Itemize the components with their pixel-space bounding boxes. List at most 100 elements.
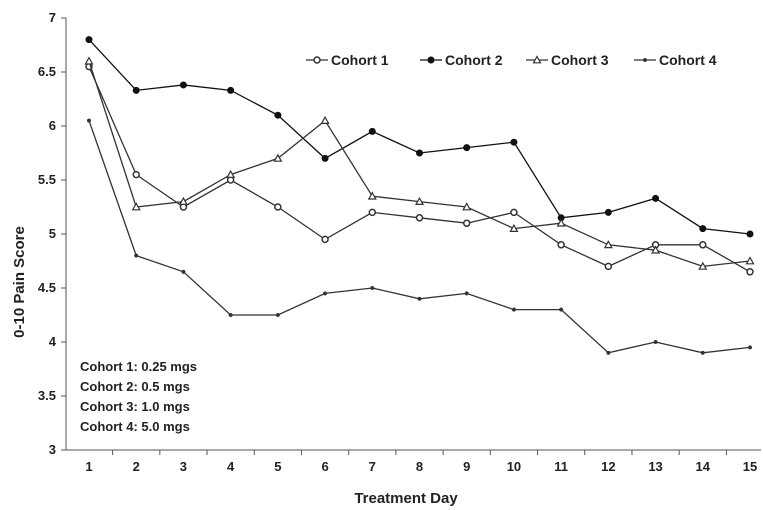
dose-note: Cohort 2: 0.5 mgs xyxy=(80,379,190,394)
series-2 xyxy=(85,36,754,238)
legend-label: Cohort 1 xyxy=(331,52,389,68)
series-4 xyxy=(86,118,753,355)
y-tick-label: 3 xyxy=(49,442,56,457)
data-point xyxy=(462,219,471,227)
data-point xyxy=(226,169,236,178)
data-point xyxy=(606,350,611,355)
data-point xyxy=(275,312,280,318)
legend-label: Cohort 4 xyxy=(659,52,717,68)
data-point xyxy=(511,307,516,312)
y-tick-label: 4 xyxy=(49,334,57,349)
data-point xyxy=(320,115,330,125)
data-point xyxy=(699,241,707,249)
data-point xyxy=(416,149,423,157)
data-point xyxy=(86,118,92,123)
y-tick-label: 3.5 xyxy=(38,388,56,403)
legend-label: Cohort 3 xyxy=(551,52,609,68)
series-line xyxy=(88,66,751,273)
legend-marker xyxy=(642,57,648,63)
data-point xyxy=(463,144,471,152)
legend: Cohort 1 Cohort 2 Cohort 3 Cohort 4 xyxy=(306,52,717,68)
data-point xyxy=(414,196,425,205)
data-point xyxy=(510,138,518,146)
data-point xyxy=(85,36,93,44)
data-point xyxy=(274,203,282,211)
data-point xyxy=(417,296,422,301)
data-point xyxy=(84,56,94,65)
x-tick-label: 11 xyxy=(554,459,568,474)
x-tick-label: 2 xyxy=(133,459,140,474)
data-point xyxy=(462,202,472,211)
x-tick-label: 3 xyxy=(180,459,187,474)
x-axis-label: Treatment Day xyxy=(354,490,458,507)
x-tick-label: 14 xyxy=(696,459,711,474)
series-1 xyxy=(85,62,754,276)
legend-label: Cohort 2 xyxy=(445,52,503,68)
dose-note: Cohort 1: 0.25 mgs xyxy=(80,359,197,374)
y-tick-label: 5.5 xyxy=(38,172,56,187)
data-point xyxy=(415,214,424,222)
data-point xyxy=(274,111,282,119)
data-point xyxy=(556,218,566,227)
data-point xyxy=(604,208,612,216)
data-point xyxy=(132,86,140,94)
series-group xyxy=(84,36,755,355)
data-point xyxy=(228,312,233,318)
data-point xyxy=(603,240,613,249)
legend-marker xyxy=(313,56,321,64)
y-tick-label: 5 xyxy=(49,226,56,241)
data-point xyxy=(746,268,754,276)
x-tick-label: 8 xyxy=(416,459,423,474)
legend-item: Cohort 3 xyxy=(526,52,609,68)
dose-note: Cohort 3: 1.0 mgs xyxy=(80,399,190,414)
dose-annotations: Cohort 1: 0.25 mgs Cohort 2: 0.5 mgs Cohor… xyxy=(80,359,197,434)
data-point xyxy=(131,202,141,211)
data-point xyxy=(181,269,186,274)
x-tick-label: 15 xyxy=(743,459,757,474)
data-point xyxy=(557,241,565,249)
y-ticks: 3 3.5 4 4.5 5 5.5 6 6.5 7 xyxy=(38,10,66,457)
data-point xyxy=(510,208,518,217)
data-point xyxy=(370,285,375,291)
legend-item: Cohort 4 xyxy=(634,52,717,68)
dose-note: Cohort 4: 5.0 mgs xyxy=(80,419,190,434)
series-3 xyxy=(84,56,755,270)
x-tick-label: 5 xyxy=(274,459,281,474)
x-tick-label: 7 xyxy=(369,459,376,474)
data-point xyxy=(653,339,658,345)
legend-marker xyxy=(427,56,435,64)
legend-item: Cohort 2 xyxy=(420,52,503,68)
data-point xyxy=(698,261,708,270)
x-ticks: 1 2 3 4 5 6 7 8 9 10 11 12 13 14 15 xyxy=(85,450,757,474)
x-tick-label: 10 xyxy=(507,459,521,474)
data-point xyxy=(651,245,661,254)
data-point xyxy=(509,223,519,232)
data-point xyxy=(323,291,328,296)
data-point xyxy=(559,307,564,312)
y-tick-label: 6 xyxy=(49,118,56,133)
data-point xyxy=(273,153,283,162)
x-tick-label: 12 xyxy=(601,459,615,474)
y-axis-label: 0-10 Pain Score xyxy=(11,226,28,338)
y-tick-label: 4.5 xyxy=(38,280,56,295)
data-point xyxy=(745,256,755,265)
data-point xyxy=(179,81,187,89)
x-tick-label: 6 xyxy=(321,459,328,474)
data-point xyxy=(227,86,235,94)
data-point xyxy=(368,127,376,135)
data-point xyxy=(464,291,469,296)
x-tick-label: 13 xyxy=(648,459,662,474)
data-point xyxy=(367,191,377,200)
legend-item: Cohort 1 xyxy=(306,52,389,68)
x-tick-label: 1 xyxy=(85,459,92,474)
series-line xyxy=(88,60,751,268)
data-point xyxy=(321,235,329,244)
data-point xyxy=(699,225,707,233)
data-point xyxy=(747,345,753,350)
data-point xyxy=(321,154,329,162)
x-tick-label: 9 xyxy=(463,459,470,474)
data-point xyxy=(746,230,754,238)
y-tick-label: 7 xyxy=(49,10,56,25)
data-point xyxy=(652,194,660,202)
